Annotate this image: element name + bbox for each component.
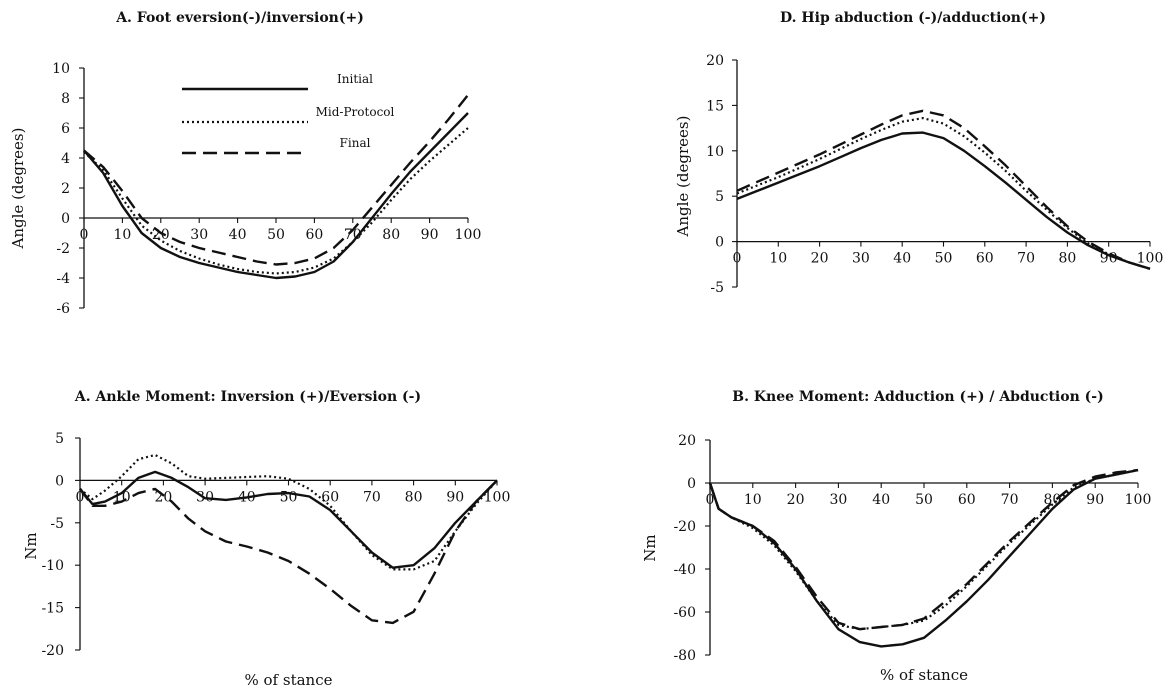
x-tick-label: 30 bbox=[829, 492, 847, 508]
y-tick-label: -60 bbox=[673, 605, 696, 621]
panel-3: A. Ankle Moment: Inversion (+)/Eversion … bbox=[22, 389, 510, 689]
x-tick-label: 50 bbox=[267, 227, 285, 243]
x-tick-label: 50 bbox=[935, 251, 953, 267]
series-line-mid-protocol bbox=[83, 127, 469, 275]
x-tick-label: 0 bbox=[706, 492, 715, 508]
series-line-final bbox=[736, 109, 1151, 270]
chart-title: D. Hip abduction (-)/adduction(+) bbox=[780, 10, 1046, 26]
y-tick-label: 0 bbox=[61, 211, 70, 227]
y-tick-label: 5 bbox=[55, 431, 64, 447]
x-tick-label: 70 bbox=[1017, 251, 1035, 267]
x-tick-label: 40 bbox=[893, 251, 911, 267]
y-tick-label: -4 bbox=[56, 271, 70, 287]
legend-label: Final bbox=[340, 136, 371, 150]
chart-title: B. Knee Moment: Adduction (+) / Abductio… bbox=[732, 389, 1103, 405]
y-tick-label: -10 bbox=[41, 558, 64, 574]
y-tick-label: 10 bbox=[706, 144, 724, 160]
y-tick-label: -15 bbox=[41, 601, 64, 617]
y-tick-label: 0 bbox=[55, 473, 64, 489]
x-tick-label: 40 bbox=[229, 227, 247, 243]
x-tick-label: 70 bbox=[1001, 492, 1019, 508]
y-tick-label: -5 bbox=[710, 280, 724, 296]
y-tick-label: 6 bbox=[61, 121, 70, 137]
x-tick-label: 70 bbox=[344, 227, 362, 243]
y-tick-label: 0 bbox=[715, 235, 724, 251]
y-tick-label: 10 bbox=[52, 61, 70, 77]
x-tick-label: 60 bbox=[321, 489, 339, 505]
panel-4: B. Knee Moment: Adduction (+) / Abductio… bbox=[641, 389, 1151, 684]
y-tick-label: 20 bbox=[706, 53, 724, 69]
y-axis-label: Nm bbox=[22, 532, 40, 559]
series-line-final bbox=[708, 468, 1139, 631]
series-line-initial bbox=[708, 468, 1139, 648]
x-tick-label: 80 bbox=[382, 227, 400, 243]
x-tick-label: 30 bbox=[852, 251, 870, 267]
chart-title: A. Ankle Moment: Inversion (+)/Eversion … bbox=[74, 389, 421, 405]
y-tick-label: -80 bbox=[673, 648, 696, 664]
x-tick-label: 50 bbox=[915, 492, 933, 508]
x-tick-label: 100 bbox=[1137, 251, 1164, 267]
x-tick-label: 10 bbox=[769, 251, 787, 267]
y-tick-label: 15 bbox=[706, 98, 724, 114]
x-axis-label: % of stance bbox=[245, 671, 333, 689]
series-line-mid-protocol bbox=[79, 453, 498, 571]
series-line-initial bbox=[83, 112, 469, 280]
series-line-final bbox=[79, 479, 498, 625]
x-tick-label: 80 bbox=[1058, 251, 1076, 267]
x-tick-label: 80 bbox=[405, 489, 423, 505]
series-line-mid-protocol bbox=[708, 469, 1139, 631]
x-tick-label: 0 bbox=[80, 227, 89, 243]
y-tick-label: 0 bbox=[687, 476, 696, 492]
series-line-initial bbox=[79, 470, 498, 569]
panel-2: D. Hip abduction (-)/adduction(+) -5 0 5 10 1… bbox=[674, 10, 1163, 296]
y-tick-label: 8 bbox=[61, 91, 70, 107]
x-tick-label: 30 bbox=[190, 227, 208, 243]
x-tick-label: 90 bbox=[421, 227, 439, 243]
y-tick-label: 5 bbox=[715, 189, 724, 205]
x-tick-label: 0 bbox=[733, 251, 742, 267]
y-tick-label: -40 bbox=[673, 562, 696, 578]
y-tick-label: -5 bbox=[50, 516, 64, 532]
y-axis-label: Nm bbox=[641, 534, 659, 561]
y-axis-label: Angle (degrees) bbox=[674, 116, 692, 238]
x-tick-label: 20 bbox=[787, 492, 805, 508]
x-tick-label: 10 bbox=[744, 492, 762, 508]
x-tick-label: 90 bbox=[446, 489, 464, 505]
legend: Initial Mid-Protocol Final bbox=[182, 72, 395, 155]
legend-label: Mid-Protocol bbox=[316, 105, 395, 119]
x-tick-label: 20 bbox=[154, 489, 172, 505]
y-tick-label: 2 bbox=[61, 181, 70, 197]
y-tick-label: 4 bbox=[61, 151, 70, 167]
x-tick-label: 100 bbox=[484, 489, 511, 505]
y-tick-label: -20 bbox=[673, 519, 696, 535]
x-tick-label: 100 bbox=[1125, 492, 1152, 508]
y-tick-label: 20 bbox=[678, 433, 696, 449]
legend-label: Initial bbox=[337, 72, 373, 86]
chart-title: A. Foot eversion(-)/inversion(+) bbox=[115, 10, 364, 26]
x-axis-label: % of stance bbox=[880, 666, 968, 684]
series-line-initial bbox=[736, 131, 1151, 270]
y-tick-label: -20 bbox=[41, 643, 64, 659]
x-tick-label: 40 bbox=[872, 492, 890, 508]
panel-1: A. Foot eversion(-)/inversion(+) -6 -4 -2 0 2… bbox=[9, 10, 481, 317]
x-tick-label: 90 bbox=[1086, 492, 1104, 508]
y-tick-label: -2 bbox=[56, 241, 70, 257]
series-line-final bbox=[83, 94, 469, 266]
y-tick-label: -6 bbox=[56, 301, 70, 317]
x-tick-label: 70 bbox=[363, 489, 381, 505]
x-tick-label: 20 bbox=[811, 251, 829, 267]
y-axis-label: Angle (degrees) bbox=[9, 128, 27, 250]
x-tick-label: 0 bbox=[76, 489, 85, 505]
x-tick-label: 60 bbox=[305, 227, 323, 243]
x-tick-label: 100 bbox=[455, 227, 482, 243]
x-tick-label: 60 bbox=[976, 251, 994, 267]
x-tick-label: 50 bbox=[280, 489, 298, 505]
x-tick-label: 60 bbox=[958, 492, 976, 508]
x-tick-label: 10 bbox=[113, 227, 131, 243]
x-tick-label: 10 bbox=[113, 489, 131, 505]
